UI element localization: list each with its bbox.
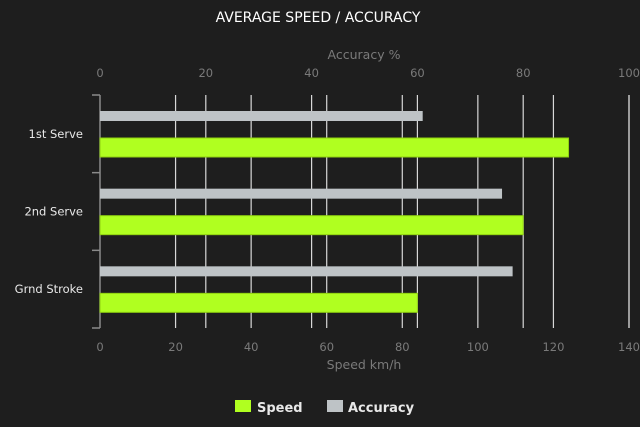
tick-label-speed: 40 xyxy=(244,340,259,354)
tick-label-speed: 0 xyxy=(96,340,103,354)
tick-label-speed: 100 xyxy=(467,340,489,354)
bar-speed xyxy=(99,215,524,236)
tick-label-accuracy: 20 xyxy=(198,66,213,80)
bar-speed xyxy=(99,137,570,158)
tick-label-speed: 120 xyxy=(542,340,564,354)
gridlines xyxy=(92,94,630,329)
bars xyxy=(99,111,570,313)
chart-title: AVERAGE SPEED / ACCURACY xyxy=(216,10,421,26)
tick-labels: 0 20 40 60 80 100 120 140 0 20 40 60 80 100 xyxy=(96,66,640,354)
tick-label-speed: 20 xyxy=(168,340,183,354)
category-labels: 1st Serve 2nd Serve Grnd Stroke xyxy=(15,127,83,296)
legend-swatch-speed xyxy=(235,400,251,412)
bar-accuracy xyxy=(100,266,513,277)
tick-label-speed: 60 xyxy=(319,340,334,354)
tick-label-accuracy: 40 xyxy=(304,66,319,80)
tick-label-speed: 80 xyxy=(395,340,410,354)
bar-accuracy xyxy=(100,188,503,199)
legend-label-accuracy: Accuracy xyxy=(348,401,415,416)
category-label: Grnd Stroke xyxy=(15,282,83,296)
legend-swatch-accuracy xyxy=(327,400,343,412)
legend-label-speed: Speed xyxy=(257,401,303,416)
bar-speed xyxy=(99,292,418,313)
bottom-axis-label: Speed km/h xyxy=(327,357,402,372)
tick-label-accuracy: 60 xyxy=(410,66,425,80)
category-label: 2nd Serve xyxy=(24,205,83,219)
top-axis-label: Accuracy % xyxy=(328,47,401,62)
legend: Speed Accuracy xyxy=(235,400,415,416)
tick-label-accuracy: 100 xyxy=(618,66,640,80)
category-label: 1st Serve xyxy=(29,127,83,141)
tick-label-accuracy: 0 xyxy=(96,66,103,80)
tick-label-accuracy: 80 xyxy=(516,66,531,80)
tick-label-speed: 140 xyxy=(618,340,640,354)
bar-accuracy xyxy=(100,111,423,121)
